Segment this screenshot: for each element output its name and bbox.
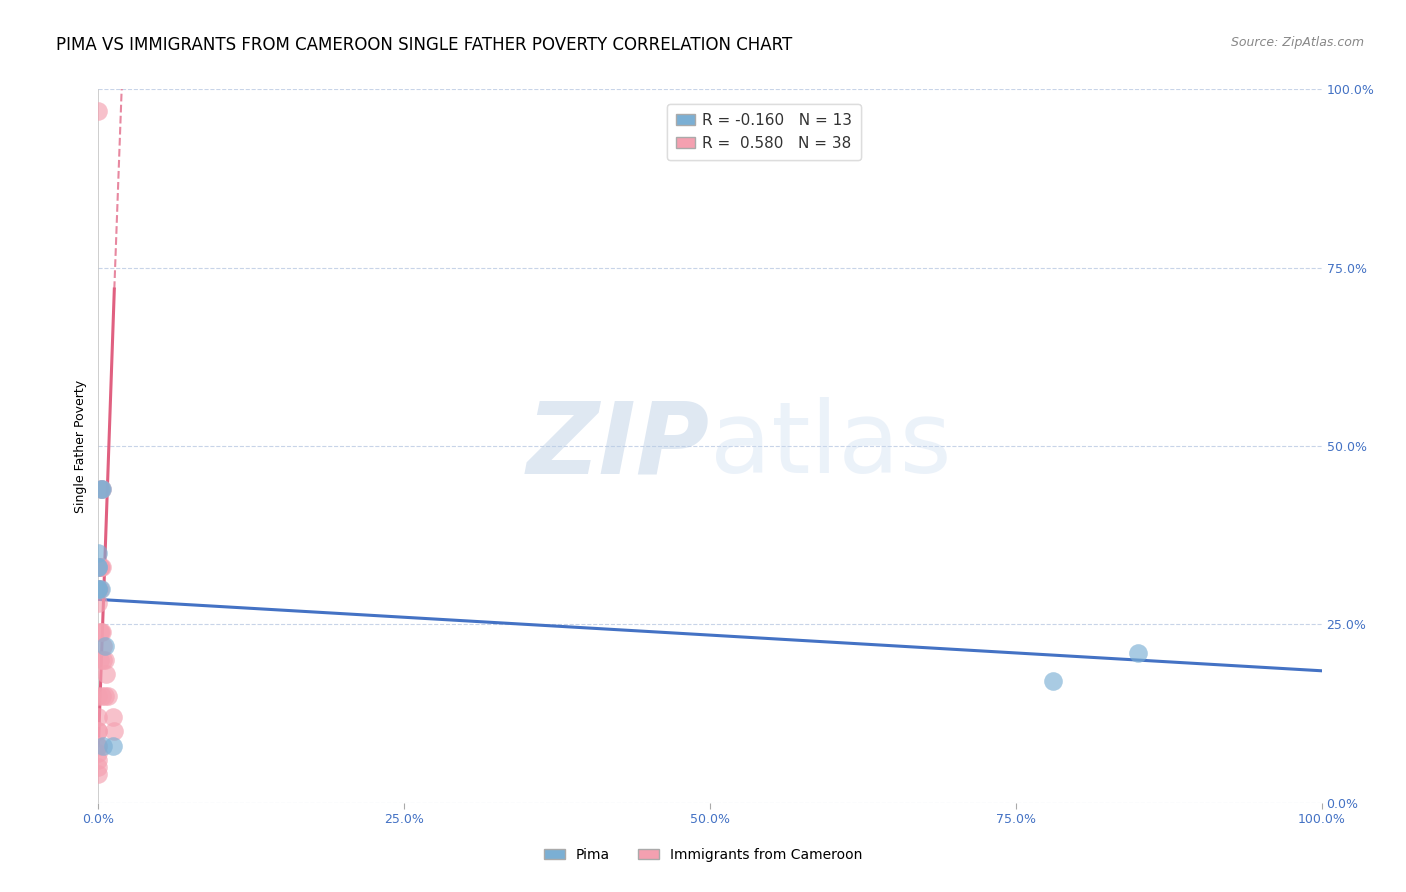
Point	[87, 710, 110, 724]
Point	[87, 739, 110, 753]
Point	[93, 689, 115, 703]
Point	[87, 746, 110, 760]
Point	[89, 560, 111, 574]
Point	[87, 582, 110, 596]
Point	[87, 546, 110, 560]
Point	[87, 560, 110, 574]
Point	[87, 767, 110, 781]
Point	[97, 689, 120, 703]
Point	[90, 482, 112, 496]
Point	[94, 667, 117, 681]
Point	[87, 560, 110, 574]
Point	[89, 582, 111, 596]
Point	[93, 639, 115, 653]
Point	[93, 653, 115, 667]
Point	[91, 653, 114, 667]
Point	[91, 482, 114, 496]
Text: Source: ZipAtlas.com: Source: ZipAtlas.com	[1230, 36, 1364, 49]
Point	[87, 582, 110, 596]
Legend: R = -0.160   N = 13, R =  0.580   N = 38: R = -0.160 N = 13, R = 0.580 N = 38	[666, 104, 862, 160]
Point	[87, 724, 110, 739]
Point	[87, 560, 110, 574]
Point	[90, 624, 112, 639]
Point	[91, 739, 114, 753]
Point	[87, 753, 110, 767]
Point	[87, 560, 110, 574]
Point	[103, 724, 125, 739]
Y-axis label: Single Father Poverty: Single Father Poverty	[73, 379, 87, 513]
Point	[91, 689, 114, 703]
Point	[87, 724, 110, 739]
Text: atlas: atlas	[710, 398, 952, 494]
Point	[89, 560, 111, 574]
Point	[90, 582, 112, 596]
Point	[90, 560, 112, 574]
Point	[87, 596, 110, 610]
Point	[87, 582, 110, 596]
Text: ZIP: ZIP	[527, 398, 710, 494]
Point	[90, 482, 112, 496]
Point	[101, 739, 124, 753]
Point	[87, 739, 110, 753]
Point	[89, 653, 111, 667]
Point	[87, 689, 110, 703]
Point	[91, 624, 114, 639]
Point	[87, 760, 110, 774]
Point	[101, 710, 124, 724]
Point	[87, 582, 110, 596]
Point	[87, 560, 110, 574]
Point	[91, 639, 114, 653]
Point	[91, 482, 114, 496]
Point	[91, 560, 114, 574]
Point	[1042, 674, 1064, 689]
Point	[1128, 646, 1150, 660]
Legend: Pima, Immigrants from Cameroon: Pima, Immigrants from Cameroon	[538, 842, 868, 867]
Point	[89, 624, 111, 639]
Point	[87, 103, 110, 118]
Point	[87, 560, 110, 574]
Text: PIMA VS IMMIGRANTS FROM CAMEROON SINGLE FATHER POVERTY CORRELATION CHART: PIMA VS IMMIGRANTS FROM CAMEROON SINGLE …	[56, 36, 793, 54]
